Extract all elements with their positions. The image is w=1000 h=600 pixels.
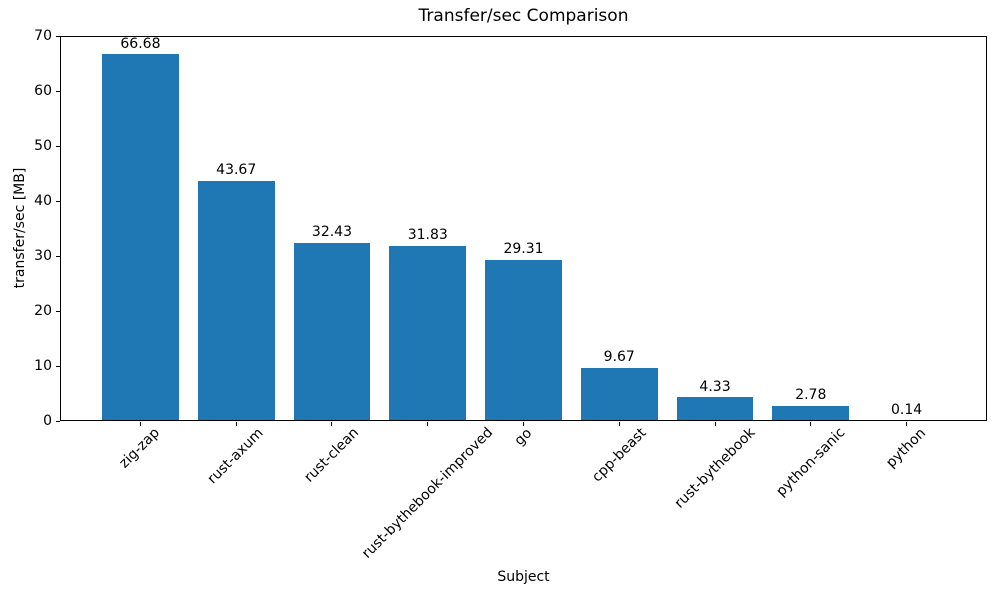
x-tick-label: rust-axum	[204, 425, 267, 488]
x-tick	[139, 422, 141, 426]
y-tick	[56, 200, 60, 202]
y-tick	[56, 90, 60, 92]
bar-value-label: 9.67	[603, 349, 635, 366]
y-tick-label: 0	[43, 412, 52, 429]
bar-value-label: 0.14	[890, 401, 923, 418]
y-tick	[56, 35, 60, 37]
x-tick-label: rust-bythebook	[671, 425, 758, 512]
x-tick	[235, 422, 237, 426]
y-tick-label: 30	[34, 247, 52, 264]
bar-value-label: 66.68	[120, 35, 161, 52]
x-axis-label: Subject	[497, 569, 550, 585]
x-tick-label: cpp-beast	[588, 424, 650, 486]
bar-value-label: 4.33	[699, 378, 731, 395]
y-tick-label: 60	[34, 82, 52, 99]
y-tick	[56, 420, 60, 422]
x-tick-label: go	[511, 424, 536, 449]
bar-python	[868, 420, 945, 421]
y-tick	[56, 255, 60, 257]
x-tick	[906, 422, 908, 426]
bar-python-sanic	[772, 405, 850, 421]
bar-rust-axum	[197, 180, 275, 421]
bar-value-label: 32.43	[311, 224, 353, 241]
y-axis-label: transfer/sec [MB]	[12, 167, 28, 289]
bar-rust-bythebook-improved	[389, 245, 467, 421]
y-tick-label: 20	[34, 302, 52, 319]
x-tick	[618, 422, 620, 426]
x-tick	[427, 422, 429, 426]
x-tick-label: rust-clean	[301, 424, 363, 486]
y-tick-label: 50	[34, 137, 52, 154]
x-tick-label: python	[883, 424, 930, 471]
bar-value-label: 29.31	[503, 241, 544, 258]
x-tick	[714, 422, 716, 426]
y-tick-label: 10	[34, 357, 52, 374]
x-tick	[523, 422, 524, 426]
x-tick-label: python-sanic	[773, 424, 849, 501]
bar-value-label: 43.67	[216, 162, 257, 179]
bar-value-label: 2.78	[795, 387, 827, 404]
y-tick-label: 40	[34, 192, 52, 209]
bar-go	[485, 259, 562, 421]
y-tick	[56, 145, 60, 147]
bar-rust-bythebook	[676, 397, 754, 421]
x-tick-label: rust-bythebook-improved	[358, 425, 496, 563]
bar-cpp-beast	[580, 367, 658, 421]
bar-value-label: 31.83	[407, 227, 448, 244]
y-tick	[56, 310, 60, 312]
y-tick-label: 70	[34, 27, 52, 44]
x-tick	[331, 422, 333, 426]
bar-rust-clean	[293, 242, 371, 421]
bar-zig-zap	[102, 54, 179, 421]
x-tick-label: zig-zap	[116, 424, 164, 472]
chart-title: Transfer/sec Comparison	[418, 6, 629, 26]
y-tick	[56, 365, 60, 367]
x-tick	[810, 422, 812, 426]
